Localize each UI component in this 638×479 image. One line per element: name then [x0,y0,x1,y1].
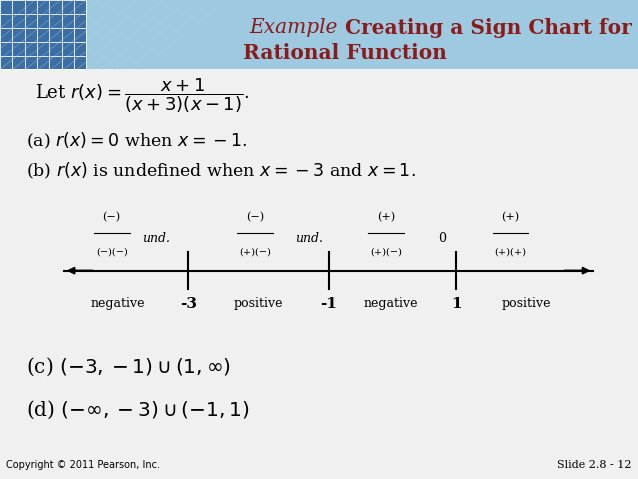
Text: Creating a Sign Chart for a: Creating a Sign Chart for a [345,18,638,38]
Text: Copyright © 2011 Pearson, Inc.: Copyright © 2011 Pearson, Inc. [6,460,160,470]
Text: positive: positive [234,297,283,310]
Text: (+)(−): (+)(−) [370,248,402,257]
Text: und.: und. [295,231,323,245]
Text: (b) $r(x)$ is undefined when $x = -3$ and $x = 1$.: (b) $r(x)$ is undefined when $x = -3$ an… [26,161,415,181]
Text: (d) $( - \infty, -3) \cup (-1, 1)$: (d) $( - \infty, -3) \cup (-1, 1)$ [26,399,249,421]
Text: (−): (−) [246,212,264,223]
Text: (−): (−) [103,212,121,223]
Text: (+): (+) [501,212,519,223]
Text: (+)(−): (+)(−) [239,248,271,257]
Text: (+)(+): (+)(+) [494,248,526,257]
Text: -3: -3 [180,297,197,311]
FancyBboxPatch shape [0,0,638,69]
Text: (+): (+) [377,212,395,223]
Text: positive: positive [501,297,551,310]
Text: Let $r(x) = \dfrac{x+1}{(x+3)(x-1)}.$: Let $r(x) = \dfrac{x+1}{(x+3)(x-1)}.$ [35,77,249,115]
Text: und.: und. [142,231,170,245]
Text: (a) $r(x) = 0$ when $x = -1$.: (a) $r(x) = 0$ when $x = -1$. [26,131,247,151]
Text: 0: 0 [438,231,446,245]
Text: (−)(−): (−)(−) [96,248,128,257]
Text: negative: negative [91,297,145,310]
Text: 1: 1 [451,297,461,311]
Text: negative: negative [363,297,418,310]
Text: Rational Function: Rational Function [242,43,447,63]
Text: Slide 2.8 - 12: Slide 2.8 - 12 [557,460,632,470]
Text: -1: -1 [320,297,337,311]
FancyBboxPatch shape [0,0,86,69]
Text: Example: Example [249,18,345,37]
Text: (c) $( - 3, -1) \cup (1, \infty)$: (c) $( - 3, -1) \cup (1, \infty)$ [26,355,230,377]
